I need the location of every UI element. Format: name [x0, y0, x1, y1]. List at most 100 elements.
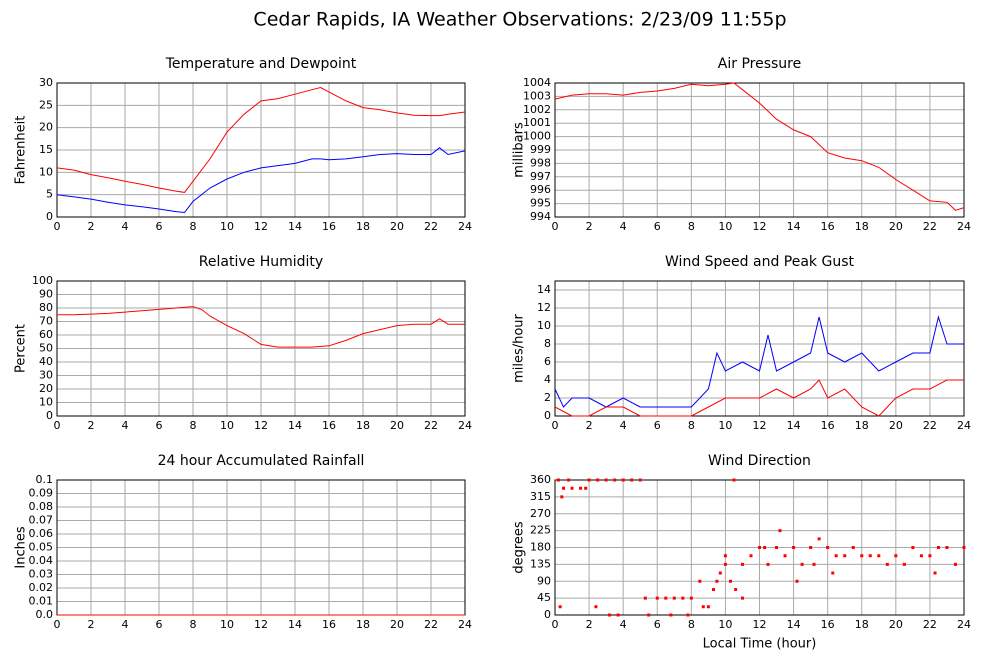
data-line — [56, 86, 466, 193]
x-tick-label: 4 — [122, 618, 129, 631]
x-tick-label: 8 — [688, 419, 695, 432]
x-tick-label: 14 — [787, 618, 801, 631]
data-point — [817, 537, 821, 541]
y-tick-label: 40 — [39, 355, 53, 368]
data-point — [758, 546, 761, 549]
data-line — [57, 306, 465, 348]
x-tick-label: 20 — [390, 618, 404, 631]
x-tick-label: 14 — [787, 220, 801, 233]
x-tick-label: 8 — [190, 419, 197, 432]
data-point — [732, 478, 736, 482]
y-tick-label: 100 — [32, 274, 53, 287]
data-point — [570, 486, 574, 490]
data-point — [851, 546, 855, 549]
data-point — [723, 562, 727, 566]
data-point — [604, 478, 608, 482]
y-tick-label: 90 — [537, 574, 551, 587]
x-tick-label: 16 — [322, 220, 336, 233]
x-tick-label: 10 — [718, 618, 732, 631]
y-tick-label: 70 — [39, 315, 53, 328]
y-tick-label: 15 — [39, 143, 53, 156]
x-tick-label: 12 — [254, 618, 268, 631]
data-point — [669, 613, 673, 617]
data-point — [885, 562, 889, 566]
data-point — [584, 486, 588, 490]
plot-frame — [554, 82, 965, 218]
data-point — [911, 546, 915, 549]
x-tick-label: 2 — [88, 618, 95, 631]
y-tick-label: 360 — [530, 473, 551, 486]
data-line — [554, 315, 964, 408]
x-tick-label: 12 — [753, 419, 767, 432]
y-tick-label: 20 — [39, 121, 53, 134]
y-tick-label: 0.04 — [29, 554, 54, 567]
x-tick-label: 24 — [458, 220, 472, 233]
x-tick-label: 4 — [122, 419, 129, 432]
y-tick-label: 12 — [537, 301, 551, 314]
data-point — [621, 478, 625, 482]
x-tick-label: 18 — [855, 220, 869, 233]
y-tick-label: 1003 — [523, 89, 551, 102]
data-point — [783, 554, 787, 558]
x-tick-label: 18 — [356, 618, 370, 631]
y-tick-label: 2 — [544, 391, 551, 404]
x-tick-label: 18 — [356, 419, 370, 432]
x-tick-label: 16 — [322, 618, 336, 631]
x-tick-label: 10 — [718, 220, 732, 233]
data-point — [616, 613, 620, 617]
x-tick-label: 24 — [458, 618, 472, 631]
x-tick-label: 20 — [889, 618, 903, 631]
data-point — [643, 596, 647, 600]
x-tick-label: 12 — [753, 618, 767, 631]
data-point — [877, 554, 881, 558]
x-tick-label: 18 — [855, 618, 869, 631]
data-point — [766, 562, 770, 566]
data-point — [701, 605, 705, 609]
data-point — [831, 571, 835, 575]
panel-title: 24 hour Accumulated Rainfall — [158, 453, 365, 469]
data-point — [689, 596, 693, 600]
data-point — [800, 562, 804, 566]
x-tick-label: 14 — [288, 220, 302, 233]
y-tick-label: 25 — [39, 98, 53, 111]
data-point — [749, 554, 753, 558]
data-point — [608, 613, 612, 617]
x-axis-label: Local Time (hour) — [703, 637, 817, 652]
data-point — [812, 562, 816, 566]
y-tick-label: 20 — [39, 382, 53, 395]
data-point — [902, 562, 906, 566]
x-tick-label: 6 — [156, 220, 163, 233]
y-tick-label: 135 — [530, 557, 551, 570]
data-point — [933, 571, 937, 575]
y-tick-label: 10 — [39, 396, 53, 409]
data-point — [638, 478, 642, 482]
panel-title: Temperature and Dewpoint — [165, 56, 357, 72]
x-tick-label: 8 — [190, 618, 197, 631]
x-tick-label: 24 — [957, 220, 971, 233]
data-point — [718, 571, 722, 575]
x-tick-label: 6 — [654, 618, 661, 631]
y-tick-label: 14 — [537, 283, 551, 296]
panel-title: Air Pressure — [718, 56, 801, 72]
data-point — [556, 478, 560, 482]
y-tick-label: 50 — [39, 342, 53, 355]
data-point — [826, 546, 830, 549]
plot-frame — [56, 82, 466, 218]
data-point — [723, 554, 727, 558]
y-tick-label: 180 — [530, 541, 551, 554]
data-point — [729, 579, 733, 583]
data-point — [587, 478, 591, 482]
panel-title: Wind Direction — [708, 453, 811, 469]
y-tick-label: 0.06 — [29, 527, 54, 540]
y-tick-label: 0.02 — [29, 581, 54, 594]
y-tick-label: 994 — [530, 210, 551, 223]
x-tick-label: 6 — [156, 618, 163, 631]
x-tick-label: 16 — [821, 220, 835, 233]
data-line — [554, 82, 965, 211]
y-tick-label: 996 — [530, 183, 551, 196]
y-tick-label: 80 — [39, 301, 53, 314]
page-title: Cedar Rapids, IA Weather Observations: 2… — [253, 9, 786, 31]
y-tick-label: 4 — [544, 373, 551, 386]
